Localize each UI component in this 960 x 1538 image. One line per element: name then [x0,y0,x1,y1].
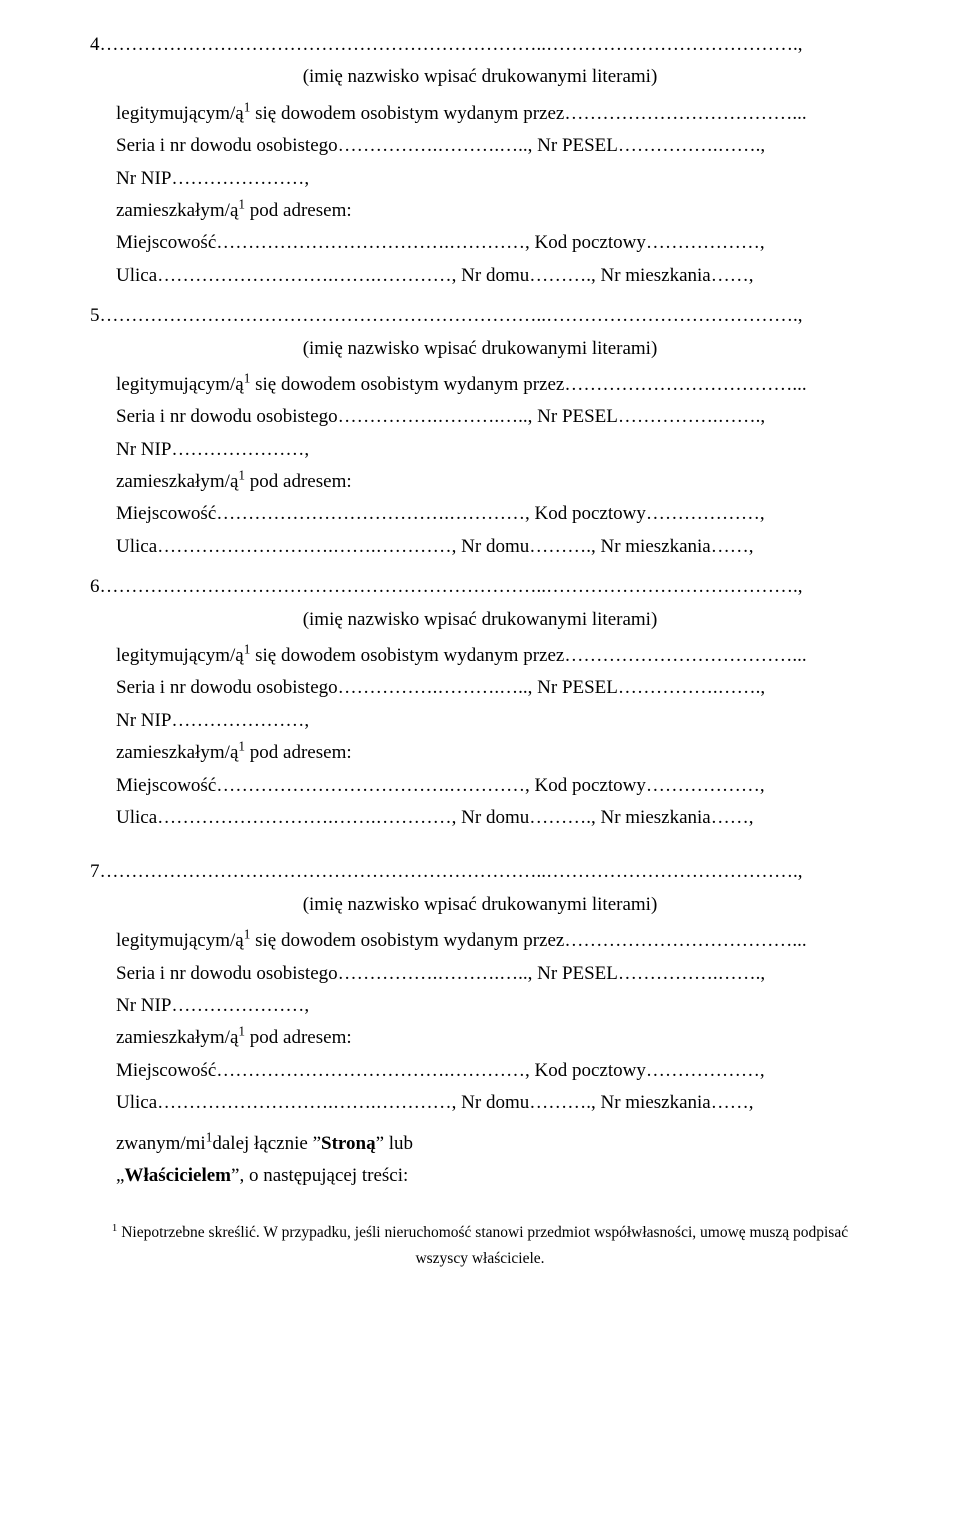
ulica-4: Ulica……………………….…….…………, Nr domu………., Nr … [116,261,870,291]
person-6-block: 6……………………………………………………………..………………………………….… [90,572,870,833]
person-6-body: legitymującym/ą1 się dowodem osobistym w… [90,641,870,833]
person-4-topdots: 4……………………………………………………………..………………………………….… [90,30,870,60]
num-4: 4 [90,34,100,55]
nip-5: Nr NIP…………………, [116,435,870,465]
legit-7: legitymującym/ą1 się dowodem osobistym w… [116,926,870,956]
footnote-line2: wszyscy właściciele. [90,1247,870,1270]
num-5: 5 [90,305,100,326]
person-4-block: 4……………………………………………………………..………………………………….… [90,30,870,291]
nip-6: Nr NIP…………………, [116,706,870,736]
num-6: 6 [90,576,100,597]
dots-5: ……………………………………………………………..…………………………………., [100,305,803,326]
person-6-topdots: 6……………………………………………………………..………………………………….… [90,572,870,602]
closing-line1: zwanym/mi1dalej łącznie ”Stroną” lub [116,1129,870,1159]
closing-block: zwanym/mi1dalej łącznie ”Stroną” lub „Wł… [90,1129,870,1192]
seria-7: Seria i nr dowodu osobistego…………….……….….… [116,959,870,989]
zam-7: zamieszkałym/ą1 pod adresem: [116,1023,870,1053]
person-7-block: 7……………………………………………………………..………………………………….… [90,857,870,1118]
closing-line2: „Właścicielem”, o następującej treści: [116,1161,870,1191]
ulica-6: Ulica……………………….…….…………, Nr domu………., Nr … [116,803,870,833]
ulica-5: Ulica……………………….…….…………, Nr domu………., Nr … [116,532,870,562]
person-5-topdots: 5……………………………………………………………..………………………………….… [90,301,870,331]
legit-4: legitymującym/ą1 się dowodem osobistym w… [116,99,870,129]
legit-5: legitymującym/ą1 się dowodem osobistym w… [116,370,870,400]
zam-6: zamieszkałym/ą1 pod adresem: [116,738,870,768]
zam-4: zamieszkałym/ą1 pod adresem: [116,196,870,226]
person-4-body: legitymującym/ą1 się dowodem osobistym w… [90,99,870,291]
miejsc-5: Miejscowość……………………………….…………, Kod poczto… [116,499,870,529]
dots-7: ……………………………………………………………..…………………………………., [100,861,803,882]
person-5-block: 5……………………………………………………………..………………………………….… [90,301,870,562]
footnote-line1: 1 Niepotrzebne skreślić. W przypadku, je… [90,1221,870,1244]
caption-5: (imię nazwisko wpisać drukowanymi litera… [90,334,870,364]
caption-7: (imię nazwisko wpisać drukowanymi litera… [90,890,870,920]
caption-6: (imię nazwisko wpisać drukowanymi litera… [90,605,870,635]
miejsc-4: Miejscowość……………………………….…………, Kod poczto… [116,228,870,258]
person-7-topdots: 7……………………………………………………………..………………………………….… [90,857,870,887]
dots-6: ……………………………………………………………..…………………………………., [100,576,803,597]
legit-6: legitymującym/ą1 się dowodem osobistym w… [116,641,870,671]
person-5-body: legitymującym/ą1 się dowodem osobistym w… [90,370,870,562]
seria-5: Seria i nr dowodu osobistego…………….……….….… [116,402,870,432]
seria-6: Seria i nr dowodu osobistego…………….……….….… [116,673,870,703]
ulica-7: Ulica……………………….…….…………, Nr domu………., Nr … [116,1088,870,1118]
person-7-body: legitymującym/ą1 się dowodem osobistym w… [90,926,870,1118]
num-7: 7 [90,861,100,882]
miejsc-7: Miejscowość……………………………….…………, Kod poczto… [116,1056,870,1086]
zam-5: zamieszkałym/ą1 pod adresem: [116,467,870,497]
nip-4: Nr NIP…………………, [116,164,870,194]
seria-4: Seria i nr dowodu osobistego…………….……….….… [116,131,870,161]
dots-4: ……………………………………………………………..…………………………………., [100,34,803,55]
nip-7: Nr NIP…………………, [116,991,870,1021]
miejsc-6: Miejscowość……………………………….…………, Kod poczto… [116,771,870,801]
caption-4: (imię nazwisko wpisać drukowanymi litera… [90,62,870,92]
footnote: 1 Niepotrzebne skreślić. W przypadku, je… [90,1221,870,1270]
